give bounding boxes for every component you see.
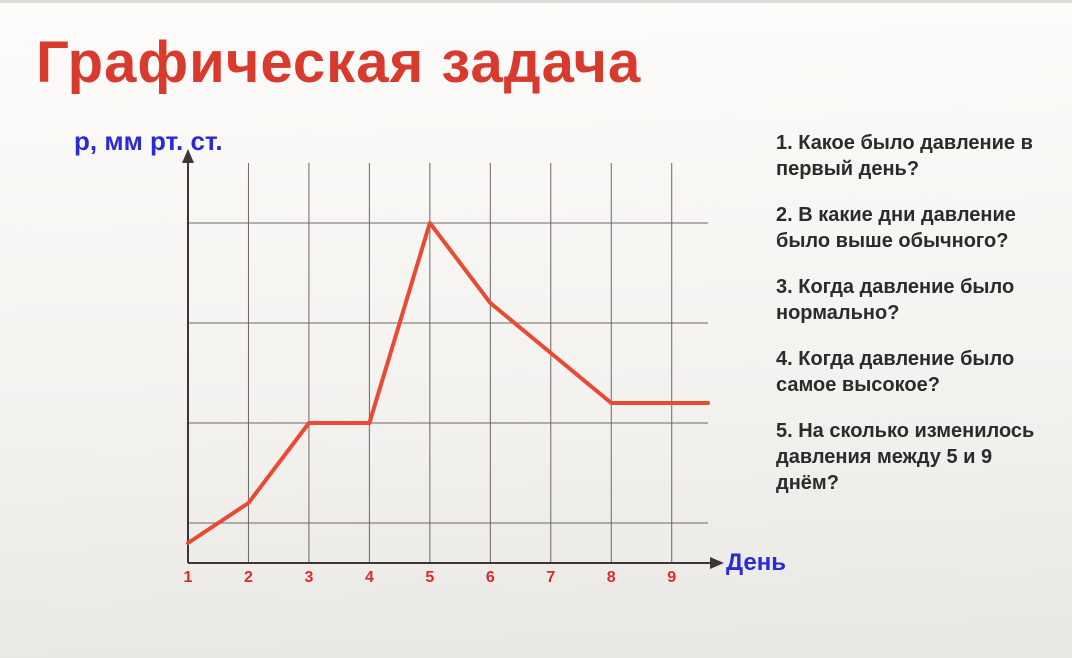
slide: Графическая задача р, мм рт. ст. 7557607… [0,0,1072,658]
questions-column: 1. Какое было давление в первый день? 2. … [776,126,1044,516]
question-2: 2. В какие дни давление было выше обычно… [776,202,1038,254]
chart-axes [182,149,724,569]
pressure-chart [188,163,708,563]
page-title: Графическая задача [36,29,1044,96]
question-3: 3. Когда давление было нормально? [776,274,1038,326]
x-tick-label: 6 [486,569,495,587]
x-tick-label: 9 [667,569,676,587]
x-tick-label: 4 [365,569,374,587]
x-tick-label: 7 [546,569,555,587]
y-axis-label: р, мм рт. ст. [74,126,748,157]
question-4: 4. Когда давление было самое высокое? [776,346,1038,398]
x-tick-label: 2 [244,569,253,587]
x-axis-label: День [726,549,786,577]
pressure-line [188,223,708,543]
x-ticks: 123456789 [188,569,738,599]
question-5: 5. На сколько изменилось давления между … [776,418,1038,496]
content-columns: р, мм рт. ст. 755760765770 1 2 3 4 5 6 [28,126,1044,593]
x-tick-label: 8 [607,569,616,587]
chart-grid [188,163,708,563]
question-1: 1. Какое было давление в первый день? [776,130,1038,182]
chart-wrap: 755760765770 123456789 День [38,163,738,593]
x-tick-label: 1 [184,569,193,587]
y-ticks: 755760765770 [38,163,188,593]
x-tick-label: 5 [425,569,434,587]
x-tick-label: 3 [304,569,313,587]
chart-column: р, мм рт. ст. 755760765770 1 2 3 4 5 6 [38,126,748,593]
